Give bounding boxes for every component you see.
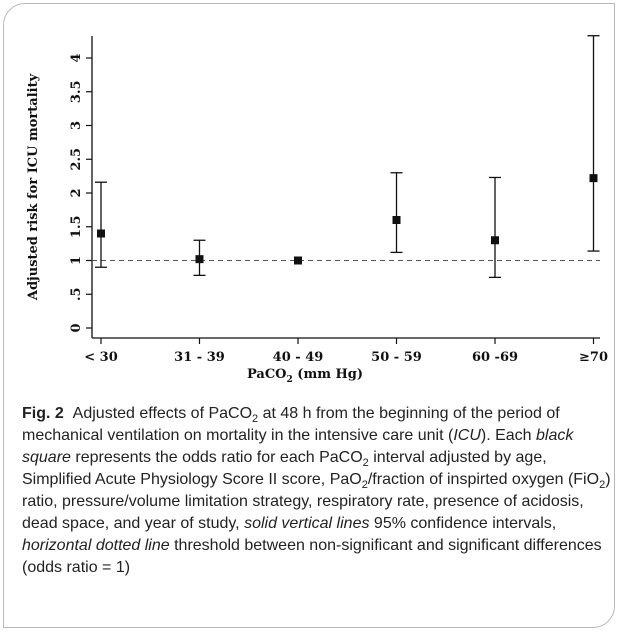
- figure-frame: [3, 3, 615, 628]
- x-tick-label: 60 -69: [472, 350, 518, 365]
- caption-text: Adjusted effects of PaCO2 at 48 h from t…: [22, 405, 611, 576]
- caption-segment: interval adjusted by age, Simplified Acu…: [22, 449, 547, 488]
- caption-segment: represents the odds ratio for each PaCO: [70, 449, 363, 466]
- y-tick-label: 3: [69, 121, 84, 130]
- figure-label: Fig. 2: [22, 405, 64, 422]
- caption-segment: 2: [362, 457, 369, 470]
- odds-ratio-marker: [97, 229, 105, 238]
- caption-segment: 2: [252, 413, 259, 426]
- caption-segment: solid vertical lines: [244, 515, 370, 532]
- x-tick-label: 50 - 59: [371, 350, 422, 365]
- odds-ratio-marker: [294, 256, 302, 265]
- caption-segment: black square: [22, 427, 574, 466]
- y-tick-label: 0: [69, 323, 84, 332]
- caption-segment: threshold between non-significant and si…: [22, 537, 602, 576]
- x-tick-label: 31 - 39: [174, 350, 225, 365]
- x-tick-label: 40 - 49: [273, 350, 324, 365]
- y-tick-label: 4: [69, 53, 84, 62]
- x-tick-label: ≥70: [579, 350, 608, 365]
- odds-ratio-marker: [589, 174, 598, 183]
- y-axis-label: Adjusted risk for ICU mortality: [26, 73, 41, 301]
- ci-plot: 0 .5 1 1.5 2 2.5 3 3.5 4 < 30 31 - 39 40 - 49 50 - 5…: [26, 35, 608, 385]
- odds-ratio-marker: [195, 255, 204, 264]
- caption-segment: /fraction of inspirted oxygen (FiO: [367, 471, 600, 488]
- y-tick-label: 1.5: [69, 215, 84, 238]
- data-marks: [95, 35, 600, 279]
- odds-ratio-marker: [392, 216, 401, 224]
- caption-segment: horizontal dotted line: [22, 537, 170, 554]
- y-tick-label: 2.5: [69, 148, 84, 171]
- caption-segment: at 48 h from the beginning of the period…: [22, 405, 560, 444]
- plot-axes: 0 .5 1 1.5 2 2.5 3 3.5 4 < 30 31 - 39 40 - 49 50 - 5…: [69, 36, 608, 365]
- caption-segment: 95% confidence intervals,: [369, 515, 557, 532]
- caption-segment: Adjusted effects of PaCO: [72, 405, 253, 422]
- caption-segment: 2: [361, 479, 368, 492]
- x-axis-label: PaCO2 (mm Hg): [247, 367, 363, 385]
- y-tick-label: 2: [69, 188, 84, 197]
- caption-segment: ICU: [453, 427, 481, 444]
- y-tick-label: 1: [69, 256, 84, 265]
- y-tick-label: .5: [69, 287, 84, 301]
- odds-ratio-marker: [491, 236, 499, 245]
- figure-caption: Fig. 2 Adjusted effects of PaCO2 at 48 h…: [22, 403, 612, 579]
- caption-segment: 2: [599, 479, 606, 492]
- caption-segment: ). Each: [480, 427, 537, 444]
- y-tick-label: 3.5: [69, 80, 84, 103]
- x-tick-label: < 30: [84, 350, 118, 365]
- caption-segment: ) ratio, pressure/volume limitation stra…: [22, 471, 611, 532]
